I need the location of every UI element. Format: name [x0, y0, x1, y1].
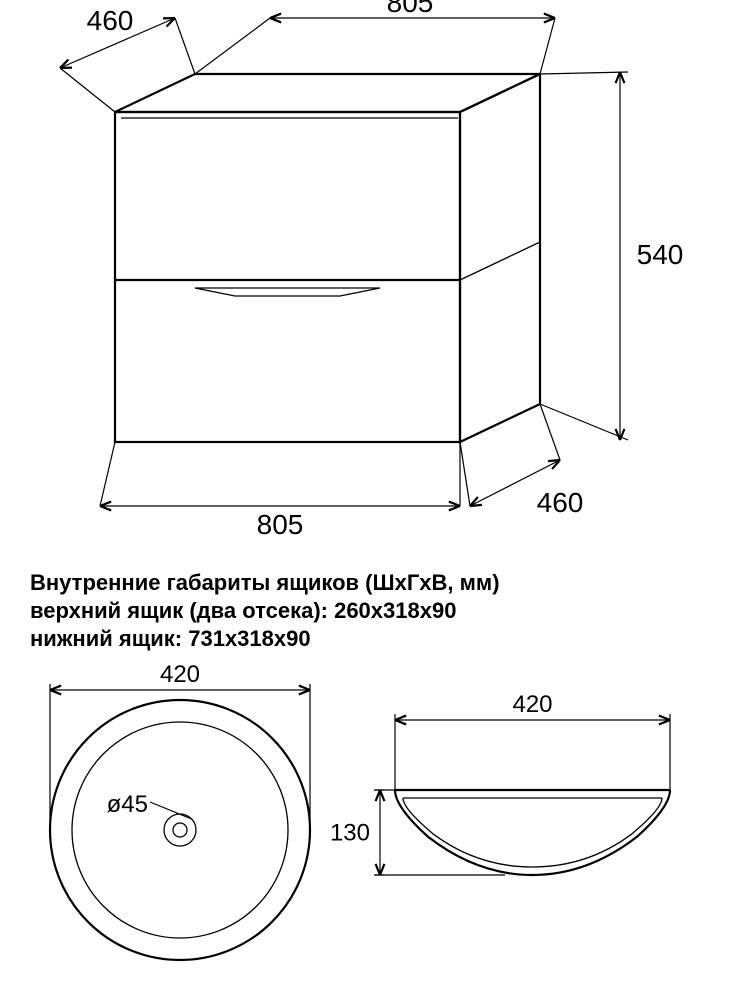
- dimension-label: 460: [537, 487, 584, 518]
- dimension-label: 805: [387, 0, 434, 18]
- sink-outer-circle: [50, 700, 310, 960]
- dimension-label: 420: [160, 661, 200, 688]
- note-line: нижний ящик: 731х318х90: [30, 626, 311, 651]
- note-line: верхний ящик (два отсека): 260х318х90: [30, 598, 456, 623]
- dimension-label: 805: [257, 509, 304, 540]
- dimension-label: ø45: [107, 791, 148, 818]
- dimension-label: 460: [87, 5, 134, 36]
- dimension-label: 420: [512, 691, 552, 718]
- note-line: Внутренние габариты ящиков (ШхГхВ, мм): [30, 570, 500, 595]
- dimension-label: 130: [330, 820, 370, 847]
- cabinet-front: [115, 112, 460, 442]
- dimension-label: 540: [637, 239, 684, 270]
